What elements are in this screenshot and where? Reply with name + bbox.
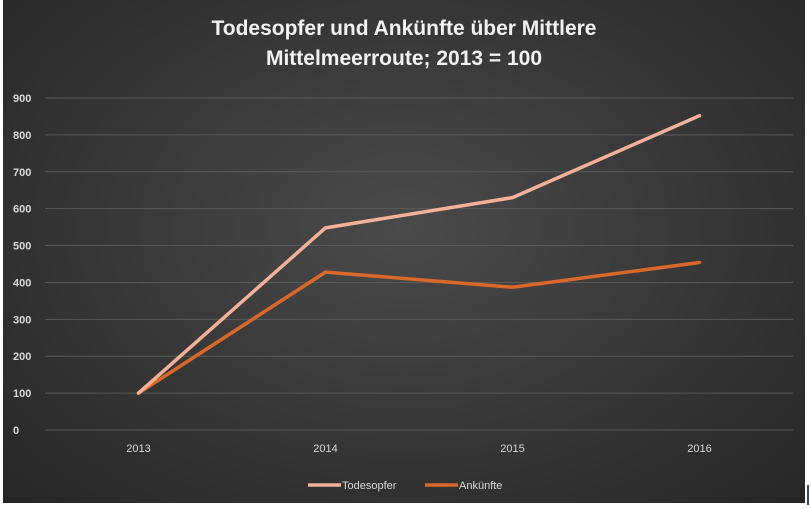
- x-tick-label: 2014: [313, 443, 337, 455]
- plot-area: 0 100 200 300 400 500 600 700 800 900 2013 2014 2015…: [13, 93, 793, 492]
- x-tick-label: 2016: [687, 443, 711, 455]
- chart-title-line1: Todesopfer und Ankünfte über Mittlere: [211, 17, 597, 40]
- y-tick-label: 200: [13, 351, 31, 363]
- line-chart: Todesopfer und Ankünfte über Mittlere Mi…: [3, 0, 805, 503]
- y-tick-label: 600: [13, 204, 31, 216]
- y-tick-label: 400: [13, 277, 31, 289]
- series-line-todesopfer: [136, 113, 702, 395]
- text-cursor: [807, 485, 809, 505]
- x-tick-label: 2015: [500, 443, 524, 455]
- y-tick-label: 900: [13, 93, 31, 105]
- y-tick-label: 800: [13, 130, 31, 142]
- legend-label: Todesopfer: [342, 480, 397, 492]
- chart-title: Todesopfer und Ankünfte über Mittlere Mi…: [3, 14, 805, 74]
- y-tick-label: 700: [13, 167, 31, 179]
- y-tick-label: 500: [13, 241, 31, 253]
- chart-title-line2: Mittelmeerroute; 2013 = 100: [265, 47, 543, 70]
- y-tick-label: 100: [13, 388, 31, 400]
- x-tick-label: 2013: [126, 443, 150, 455]
- legend-label: Ankünfte: [459, 480, 502, 492]
- y-tick-label: 300: [13, 314, 31, 326]
- series-line-ankünfte: [136, 260, 702, 395]
- y-tick-label: 0: [13, 425, 19, 437]
